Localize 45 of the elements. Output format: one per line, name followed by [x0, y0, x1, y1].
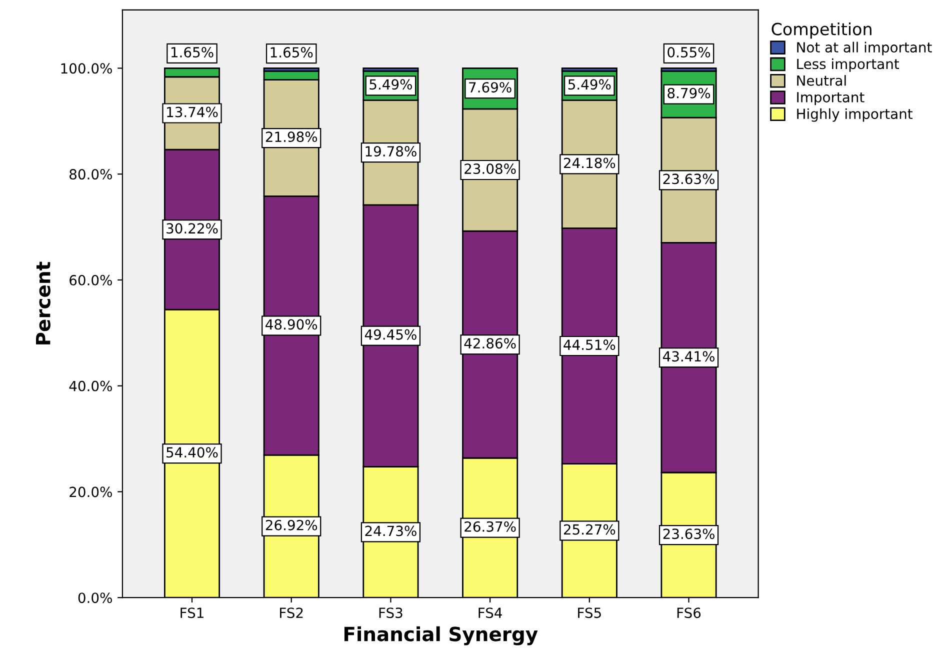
data-label: 23.63%	[663, 528, 714, 540]
data-label: 25.27%	[564, 524, 616, 535]
data-label: 19.78%	[366, 146, 416, 157]
data-label: 24.18%	[564, 158, 616, 168]
y-tick-label: 100.0%	[61, 63, 112, 74]
y-axis-title: Percent	[36, 262, 50, 344]
y-tick-label: 80.0%	[70, 169, 112, 180]
y-tick-label: 60.0%	[70, 274, 112, 286]
data-label: 5.49%	[370, 79, 412, 90]
x-tick-label: FS2	[280, 608, 303, 618]
legend-label: Neutral	[797, 75, 846, 86]
x-tick-label: FS1	[180, 608, 204, 618]
data-label: 44.51%	[564, 340, 616, 350]
data-label: 49.45%	[364, 329, 416, 340]
data-label: 26.92%	[266, 520, 318, 530]
x-tick-label: FS3	[379, 608, 402, 618]
data-label: 5.49%	[568, 79, 611, 90]
data-label: 23.63%	[663, 174, 714, 184]
data-label: 7.69%	[469, 82, 512, 93]
y-tick-label: 20.0%	[70, 486, 112, 498]
data-label: 42.86%	[464, 338, 516, 349]
legend-label: Less important	[797, 58, 900, 72]
legend-label: Important	[797, 92, 864, 106]
data-label: 21.98%	[266, 132, 318, 142]
x-tick-label: FS5	[578, 608, 601, 618]
data-label: 13.74%	[167, 106, 218, 118]
data-label: 54.40%	[166, 447, 218, 458]
x-tick-label: FS6	[677, 608, 701, 618]
data-label: 26.37%	[464, 521, 516, 532]
y-tick-label: 0.0%	[78, 592, 112, 604]
x-axis-title: Financial Synergy	[344, 626, 538, 646]
legend-label: Not at all important	[797, 42, 932, 56]
data-label: 1.65%	[171, 47, 214, 58]
data-label: 30.22%	[166, 223, 218, 234]
data-label: 43.41%	[662, 351, 714, 362]
y-tick-label: 40.0%	[69, 380, 112, 392]
x-tick-label: FS4	[478, 608, 502, 618]
legend-label: Highly important	[797, 108, 913, 122]
data-label: 23.08%	[464, 164, 516, 174]
data-label: 24.73%	[365, 526, 416, 536]
data-label: 8.79%	[668, 88, 710, 98]
legend-title: Competition	[772, 22, 872, 39]
data-label: 1.65%	[270, 47, 313, 58]
data-label: 48.90%	[266, 319, 318, 330]
data-label: 0.55%	[668, 47, 710, 58]
